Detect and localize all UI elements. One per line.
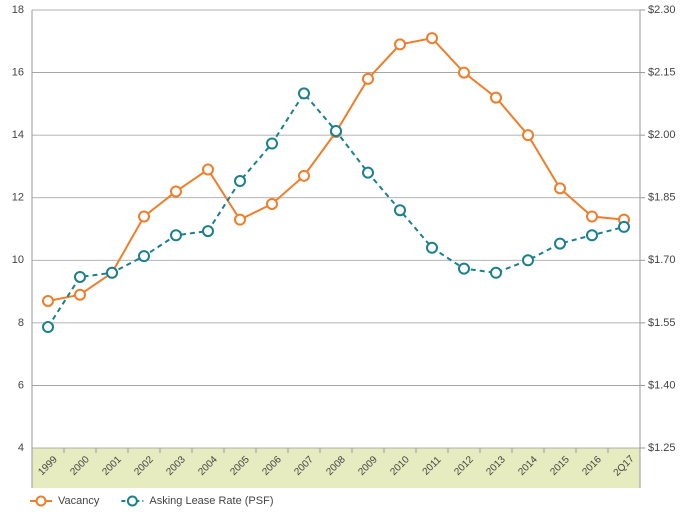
y-tick-label: 14 <box>12 129 24 141</box>
y2-tick-label: $2.00 <box>648 129 676 141</box>
data-point <box>74 270 86 283</box>
data-point <box>458 66 470 79</box>
y-tick-label: 6 <box>18 379 24 391</box>
data-point <box>426 241 438 254</box>
data-point <box>298 87 310 100</box>
data-point <box>298 169 310 182</box>
y-tick-label: 16 <box>12 66 24 78</box>
data-point <box>394 38 406 51</box>
y2-tick-label: $1.25 <box>648 442 676 454</box>
data-point <box>554 182 566 195</box>
data-point <box>42 294 54 307</box>
data-point <box>266 137 278 150</box>
y2-tick-label: $1.85 <box>648 192 676 204</box>
data-point <box>586 210 598 223</box>
data-point <box>586 229 598 242</box>
data-point <box>202 225 214 238</box>
data-point <box>618 220 630 233</box>
category-band <box>32 448 640 488</box>
data-point <box>522 129 534 142</box>
legend-marker <box>35 495 47 507</box>
y2-tick-label: $1.55 <box>648 317 676 329</box>
data-point <box>362 72 374 85</box>
data-point <box>362 166 374 179</box>
y-tick-label: 10 <box>12 254 24 266</box>
data-point <box>138 210 150 223</box>
data-point <box>170 229 182 242</box>
data-point <box>234 175 246 188</box>
legend-item: Vacancy <box>30 495 100 507</box>
data-point <box>490 266 502 279</box>
data-point <box>330 124 342 137</box>
data-point <box>42 321 54 334</box>
y2-tick-label: $2.30 <box>648 4 676 16</box>
data-point <box>394 204 406 217</box>
y2-tick-label: $1.70 <box>648 254 676 266</box>
data-point <box>202 163 214 176</box>
y2-tick-label: $2.15 <box>648 66 676 78</box>
y2-tick-label: $1.40 <box>648 379 676 391</box>
data-point <box>170 185 182 198</box>
legend-item: Asking Lease Rate (PSF) <box>121 495 274 507</box>
y-tick-label: 4 <box>18 442 24 454</box>
y-tick-label: 8 <box>18 317 24 329</box>
legend-label: Vacancy <box>58 495 100 507</box>
data-point <box>458 262 470 275</box>
data-point <box>138 250 150 263</box>
series-line <box>47 37 625 302</box>
data-point <box>74 288 86 301</box>
data-point <box>266 197 278 210</box>
data-point <box>554 237 566 250</box>
data-point <box>106 266 118 279</box>
data-point <box>426 32 438 45</box>
data-point <box>234 213 246 226</box>
legend-label: Asking Lease Rate (PSF) <box>149 495 273 507</box>
data-point <box>490 91 502 104</box>
legend-marker <box>126 495 138 507</box>
data-point <box>522 254 534 267</box>
y-tick-label: 12 <box>12 192 24 204</box>
y-tick-label: 18 <box>12 4 24 16</box>
